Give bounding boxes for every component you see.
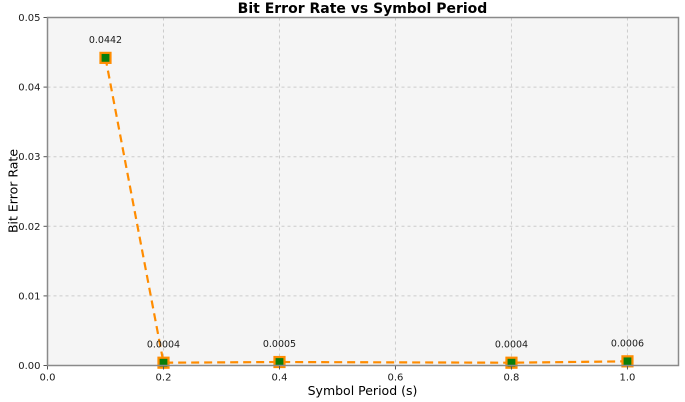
y-tick-label: 0.04 xyxy=(18,83,40,94)
axes-spines xyxy=(46,16,680,367)
data-point-label: 0.0005 xyxy=(263,339,296,350)
chart-title: Bit Error Rate vs Symbol Period xyxy=(237,1,488,17)
data-point-label: 0.0006 xyxy=(611,338,644,349)
data-line xyxy=(104,57,628,364)
x-tick-label: 0.2 xyxy=(156,373,172,384)
x-tick-label: 0.0 xyxy=(40,373,56,384)
x-axis-label: Symbol Period (s) xyxy=(307,383,418,398)
data-point-label: 0.0442 xyxy=(89,35,122,46)
y-tick-label: 0.01 xyxy=(18,291,40,302)
data-point-label: 0.0004 xyxy=(147,340,180,351)
y-tick-label: 0.00 xyxy=(18,361,40,372)
data-point-marker xyxy=(99,51,112,64)
x-tick-label: 0.8 xyxy=(504,373,520,384)
x-tick-label: 0.6 xyxy=(388,373,404,384)
y-tick-label: 0.02 xyxy=(18,222,40,233)
data-point-label: 0.0004 xyxy=(495,340,528,351)
y-tick-label: 0.03 xyxy=(18,152,40,163)
y-tick-label: 0.05 xyxy=(18,13,40,24)
plot-background xyxy=(47,17,679,366)
x-tick-label: 1.0 xyxy=(620,373,636,384)
x-tick-label: 0.4 xyxy=(272,373,288,384)
